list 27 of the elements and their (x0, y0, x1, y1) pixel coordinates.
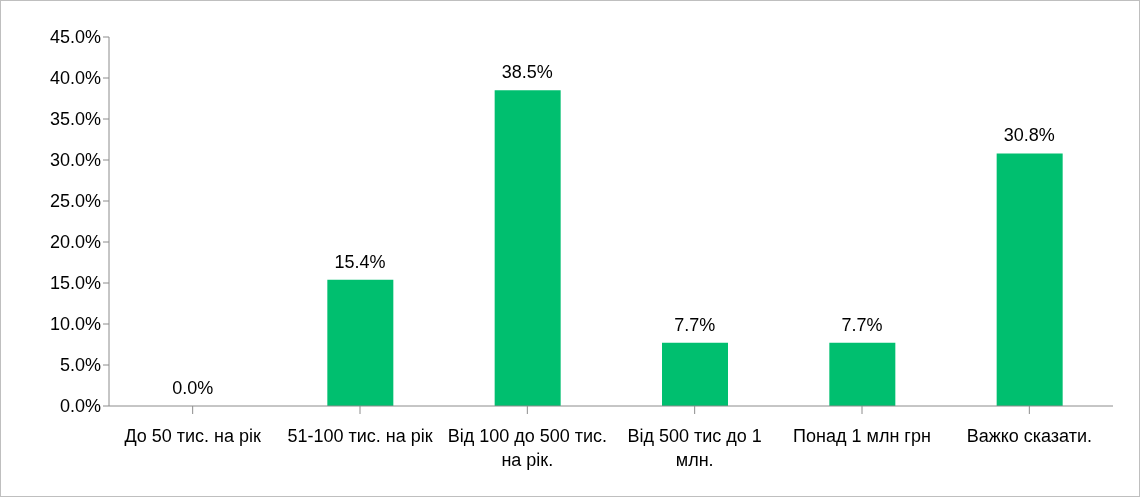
x-tick-label: 51-100 тис. на рік (287, 426, 433, 446)
x-tick-label: Важко сказати. (966, 426, 1093, 446)
bar (662, 342, 728, 406)
y-tick-label: 30.0% (49, 150, 101, 171)
bar (494, 90, 561, 406)
x-tick-label: Понад 1 млн грн (793, 426, 931, 446)
data-label: 38.5% (501, 62, 553, 83)
bar (996, 153, 1063, 406)
x-tick-label: Від 100 до 500 тис. на рік. (447, 426, 608, 470)
y-tick-label: 20.0% (49, 232, 101, 253)
data-label: 30.8% (1003, 125, 1055, 146)
y-tick-label: 45.0% (49, 27, 101, 48)
y-tick-label: 40.0% (49, 68, 101, 89)
x-tick-label: До 50 тис. на рік (124, 426, 262, 446)
x-tick-label: Від 500 тис до 1 млн. (627, 426, 762, 470)
bar (829, 342, 896, 406)
bar (327, 279, 394, 406)
y-tick-label: 35.0% (49, 109, 101, 130)
y-tick-label: 25.0% (49, 191, 101, 212)
y-tick-label: 10.0% (49, 314, 101, 335)
data-label: 7.7% (674, 314, 716, 335)
data-label: 0.0% (172, 378, 214, 398)
data-label: 15.4% (334, 251, 386, 272)
y-tick-label: 15.0% (49, 273, 101, 294)
y-tick-label: 5.0% (59, 355, 101, 376)
data-label: 7.7% (841, 314, 883, 335)
y-tick-label: 0.0% (59, 396, 101, 417)
